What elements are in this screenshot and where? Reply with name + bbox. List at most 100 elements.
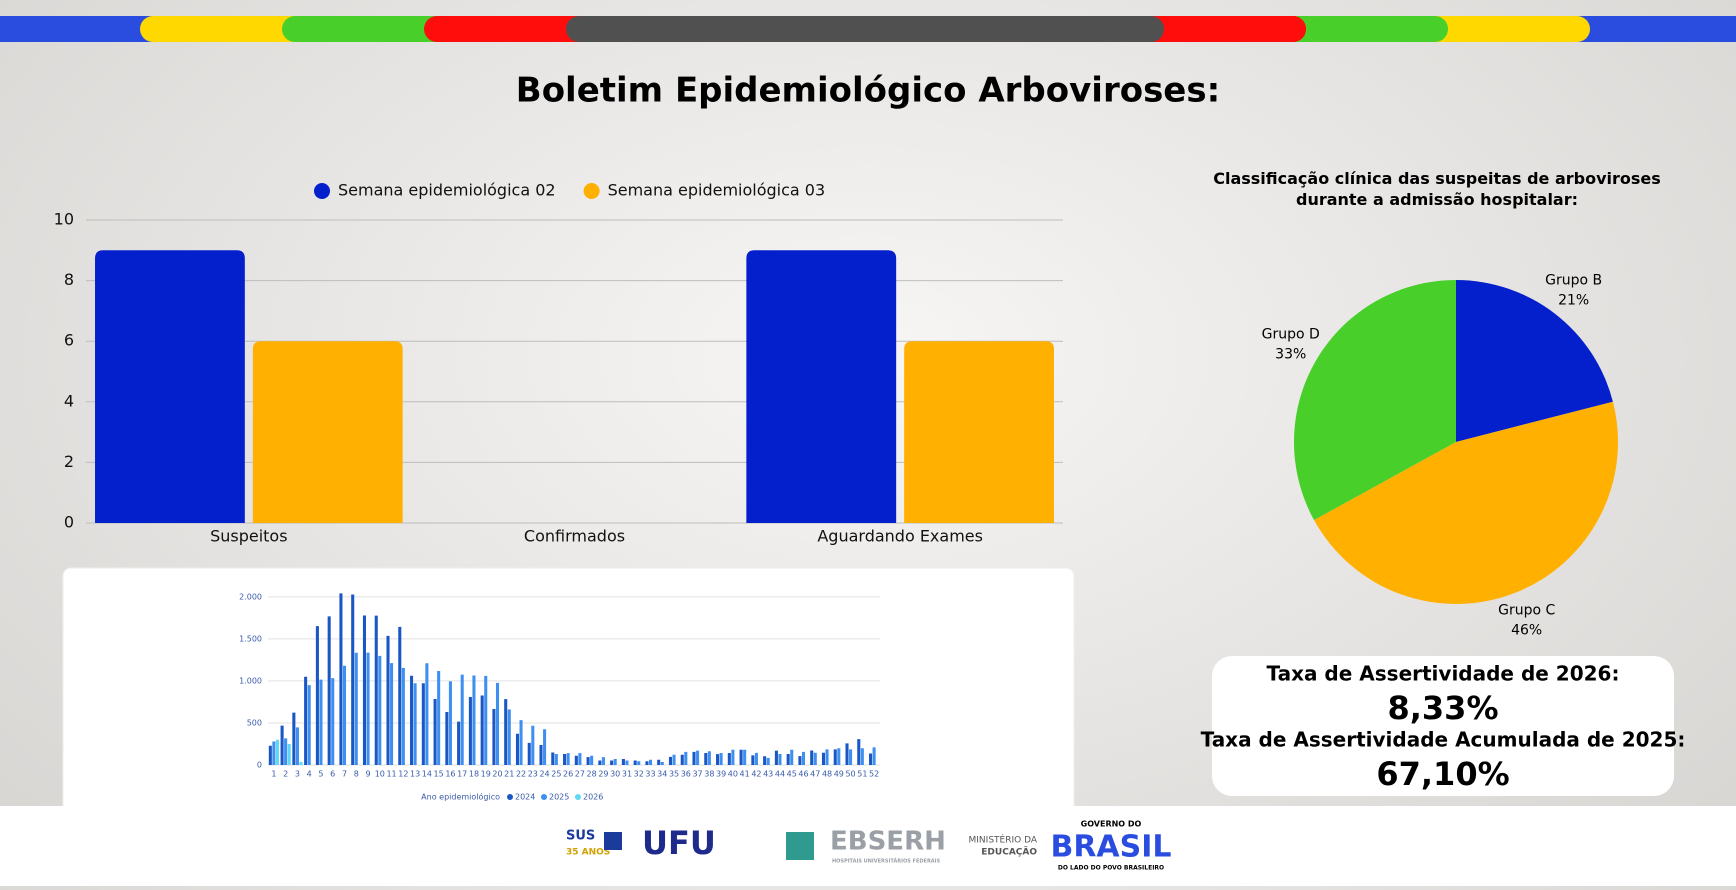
- x-tick-label: 40: [728, 770, 738, 779]
- bar: [354, 652, 358, 765]
- x-tick-label: 37: [692, 770, 702, 779]
- bar: [801, 751, 806, 765]
- bar: [421, 683, 425, 765]
- x-axis-title: Ano epidemiológico: [421, 792, 500, 802]
- x-tick-label: 35: [669, 770, 679, 779]
- bar: [774, 750, 778, 765]
- pie-title: Classificação clínica das suspeitas de a…: [1213, 169, 1661, 209]
- x-tick-label: 26: [563, 770, 573, 779]
- x-tick-label: 52: [869, 770, 879, 779]
- stat-value: 8,33%: [1387, 689, 1498, 727]
- slice-label: Grupo C: [1498, 603, 1555, 619]
- x-tick-label: Suspeitos: [210, 527, 287, 546]
- footer: [0, 806, 1736, 886]
- bar: [610, 760, 614, 765]
- slice-value: 21%: [1558, 292, 1589, 308]
- bar: [390, 663, 394, 765]
- bar: [707, 751, 711, 765]
- x-tick-label: 38: [704, 770, 714, 779]
- legend-swatch: [314, 183, 330, 199]
- bar: [460, 674, 464, 765]
- y-tick-label: 4: [64, 391, 74, 410]
- x-tick-label: 12: [398, 770, 408, 779]
- x-tick-label: 20: [492, 770, 502, 779]
- x-tick-label: 46: [798, 770, 808, 779]
- bar: [504, 699, 508, 765]
- bar: [554, 753, 558, 765]
- bar: [531, 725, 535, 765]
- bar: [821, 752, 826, 765]
- bar: [287, 743, 291, 765]
- bar: [401, 667, 405, 765]
- bar: [860, 748, 864, 765]
- bar: [551, 752, 555, 765]
- bar: [413, 683, 417, 765]
- bar: [810, 750, 814, 765]
- bar: [319, 679, 323, 765]
- bar: [445, 711, 449, 765]
- legend-label: 2025: [549, 793, 569, 802]
- x-tick-label: 11: [386, 770, 396, 779]
- bar: [763, 756, 767, 765]
- bar: [598, 760, 602, 765]
- bar: [495, 682, 500, 765]
- bar: [507, 709, 511, 765]
- x-tick-label: 7: [342, 770, 347, 779]
- bar: [648, 759, 653, 765]
- x-tick-label: 28: [587, 770, 597, 779]
- bar: [837, 748, 841, 765]
- x-tick-label: 42: [751, 770, 761, 779]
- x-tick-label: 6: [330, 770, 335, 779]
- bar: [637, 761, 641, 765]
- x-tick-label: 3: [295, 770, 300, 779]
- bar: [746, 250, 897, 524]
- y-tick-label: 10: [54, 210, 74, 229]
- x-tick-label: Aguardando Exames: [817, 527, 983, 546]
- legend-swatch: [583, 183, 600, 199]
- bar: [472, 675, 476, 765]
- bar: [433, 698, 437, 765]
- bar: [731, 749, 735, 765]
- x-tick-label: 5: [318, 770, 323, 779]
- stats-box: [1212, 656, 1674, 796]
- bar: [904, 341, 1054, 523]
- logo-text: MINISTÉRIO DA: [969, 834, 1038, 846]
- bar: [295, 727, 299, 765]
- bar: [563, 753, 567, 765]
- x-tick-label: 44: [775, 770, 785, 779]
- x-tick-label: Confirmados: [524, 527, 625, 546]
- bar: [292, 712, 296, 765]
- pie-slice: [1456, 280, 1613, 442]
- legend-label: Semana epidemiológica 03: [608, 181, 826, 200]
- bar: [743, 749, 747, 765]
- logo-icon: [786, 832, 814, 860]
- bar: [484, 675, 488, 765]
- x-tick-label: 33: [645, 770, 655, 779]
- bar: [492, 708, 496, 765]
- bar: [480, 695, 484, 765]
- bar: [275, 739, 279, 765]
- bar: [825, 749, 829, 765]
- stat-value: 67,10%: [1376, 755, 1509, 793]
- x-tick-label: 39: [716, 770, 726, 779]
- bar: [339, 593, 343, 765]
- bar: [798, 756, 802, 765]
- legend-swatch: [575, 794, 581, 800]
- x-tick-label: 49: [834, 770, 844, 779]
- x-tick-label: 9: [365, 770, 370, 779]
- x-tick-label: 22: [516, 770, 526, 779]
- x-tick-label: 21: [504, 770, 514, 779]
- x-tick-label: 32: [634, 770, 644, 779]
- x-tick-label: 24: [539, 770, 549, 779]
- bar: [684, 751, 688, 765]
- slice-label: Grupo B: [1545, 272, 1602, 288]
- x-tick-label: 10: [375, 770, 385, 779]
- x-tick-label: 16: [445, 770, 455, 779]
- top-stripe: [0, 16, 1736, 42]
- bar: [660, 761, 664, 765]
- y-tick-label: 6: [64, 331, 74, 350]
- bar: [613, 758, 617, 765]
- x-tick-label: 18: [469, 770, 479, 779]
- slice-label: Grupo D: [1262, 326, 1320, 342]
